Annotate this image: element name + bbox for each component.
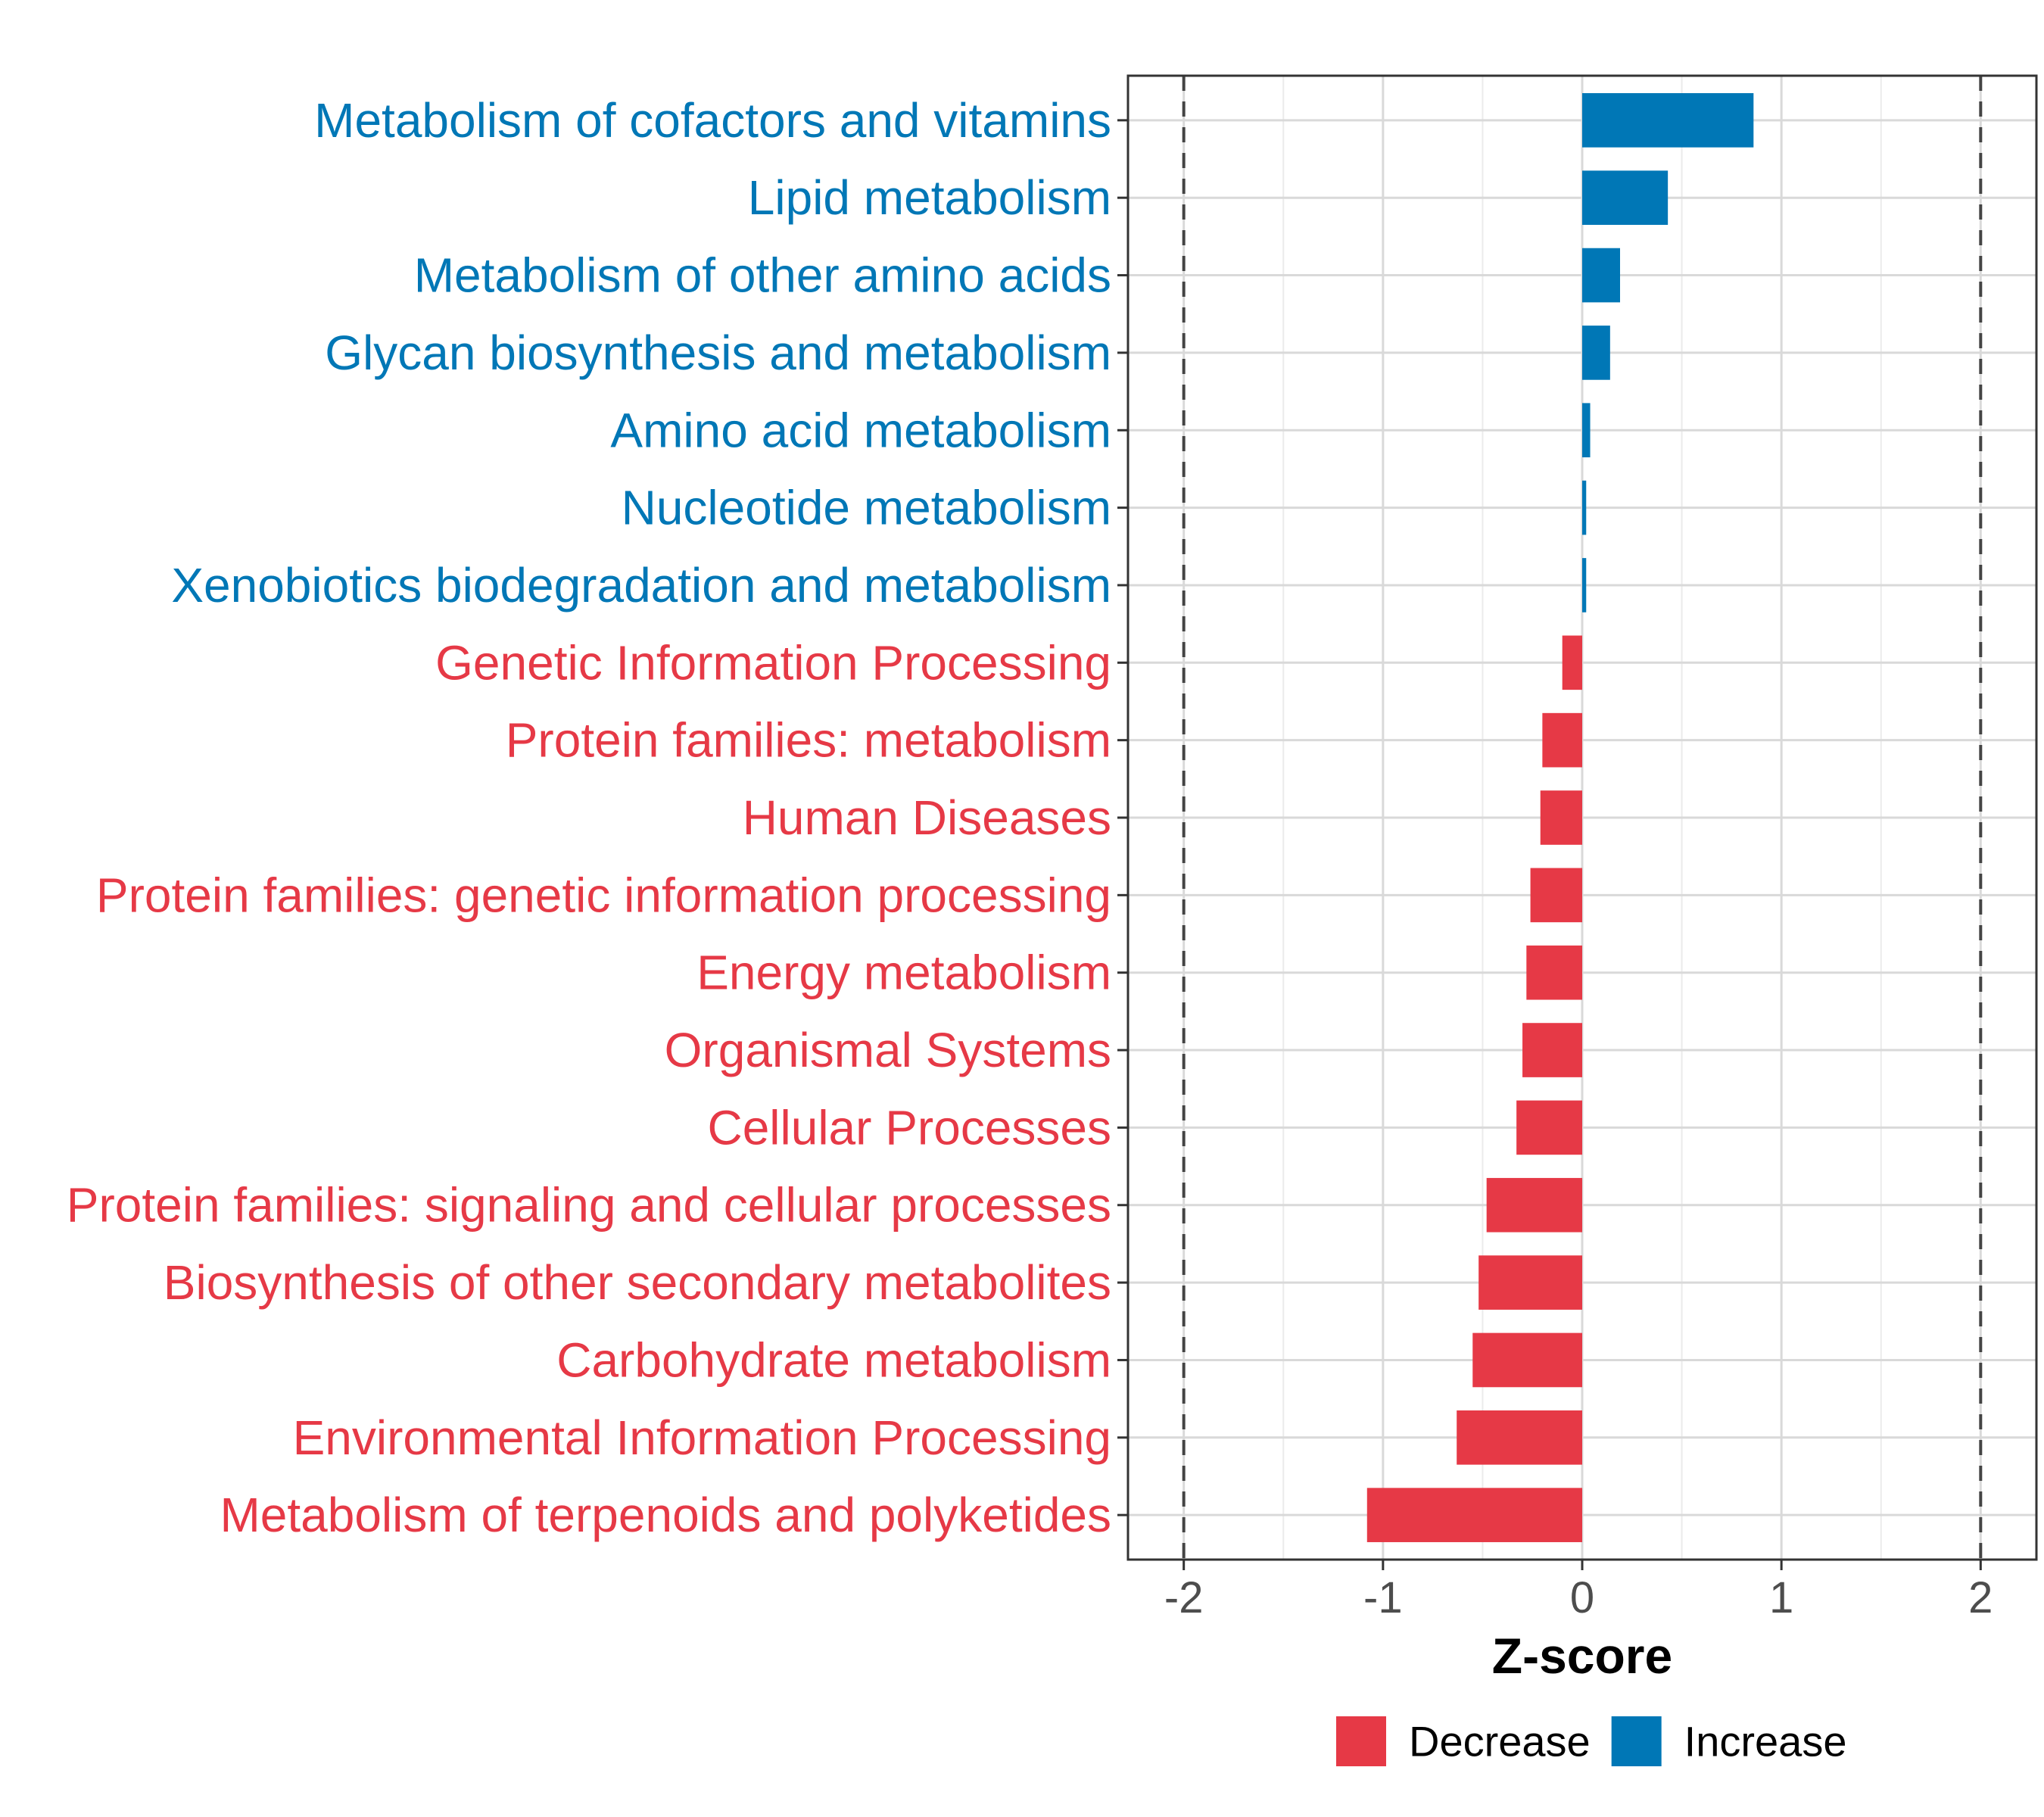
bar (1562, 635, 1582, 690)
category-label: Lipid metabolism (748, 170, 1111, 225)
bar-layer (1366, 93, 1754, 1542)
bar (1530, 868, 1582, 923)
bar (1582, 558, 1587, 612)
x-axis-title: Z-score (1492, 1628, 1672, 1684)
x-tick-label: 0 (1570, 1573, 1594, 1622)
category-label: Genetic Information Processing (435, 635, 1111, 690)
category-label: Cellular Processes (707, 1100, 1111, 1155)
category-label-layer: Metabolism of cofactors and vitamins Lipi… (67, 93, 1128, 1542)
x-tick-label: 1 (1769, 1573, 1793, 1622)
category-label: Amino acid metabolism (610, 403, 1111, 457)
legend-label: Increase (1684, 1718, 1847, 1766)
bar (1478, 1255, 1582, 1310)
category-label: Biosynthesis of other secondary metaboli… (164, 1255, 1111, 1310)
bar (1522, 1023, 1582, 1077)
bar (1526, 945, 1582, 1000)
bar (1582, 248, 1620, 303)
category-label: Energy metabolism (696, 946, 1111, 1000)
bar (1366, 1488, 1582, 1542)
bar (1457, 1410, 1582, 1465)
category-label: Glycan biosynthesis and metabolism (325, 326, 1111, 380)
bar (1472, 1332, 1582, 1388)
legend-key (1336, 1716, 1386, 1766)
category-label: Nucleotide metabolism (622, 481, 1111, 535)
x-tick-label: -1 (1363, 1573, 1403, 1622)
category-label: Protein families: metabolism (506, 713, 1111, 768)
category-label: Organismal Systems (665, 1023, 1111, 1077)
bar (1486, 1177, 1582, 1233)
legend-key (1611, 1716, 1662, 1766)
category-label: Protein families: signaling and cellular… (67, 1178, 1111, 1233)
x-tick-label: -2 (1164, 1573, 1204, 1622)
reference-line-layer (1182, 76, 1983, 1560)
bar (1582, 480, 1587, 535)
category-label: Carbohydrate metabolism (556, 1332, 1111, 1387)
category-label: Xenobiotics biodegradation and metabolis… (171, 558, 1111, 612)
bar (1582, 403, 1591, 458)
bar (1582, 170, 1669, 226)
category-label: Protein families: genetic information pr… (96, 868, 1111, 922)
legend: Decrease Increase (1336, 1716, 1846, 1766)
category-label: Human Diseases (743, 790, 1111, 845)
category-label: Metabolism of cofactors and vitamins (314, 93, 1111, 148)
legend-label: Decrease (1409, 1718, 1591, 1766)
bar (1516, 1100, 1582, 1155)
bar (1582, 326, 1610, 380)
bar (1542, 712, 1582, 768)
x-tick-layer: -2 -1 0 1 2 (1164, 1560, 1993, 1622)
category-label: Metabolism of other amino acids (414, 248, 1111, 303)
x-tick-label: 2 (1968, 1573, 1993, 1622)
category-label: Environmental Information Processing (293, 1410, 1111, 1465)
bar (1582, 93, 1754, 148)
bar (1540, 790, 1582, 845)
category-label: Metabolism of terpenoids and polyketides (220, 1488, 1111, 1542)
